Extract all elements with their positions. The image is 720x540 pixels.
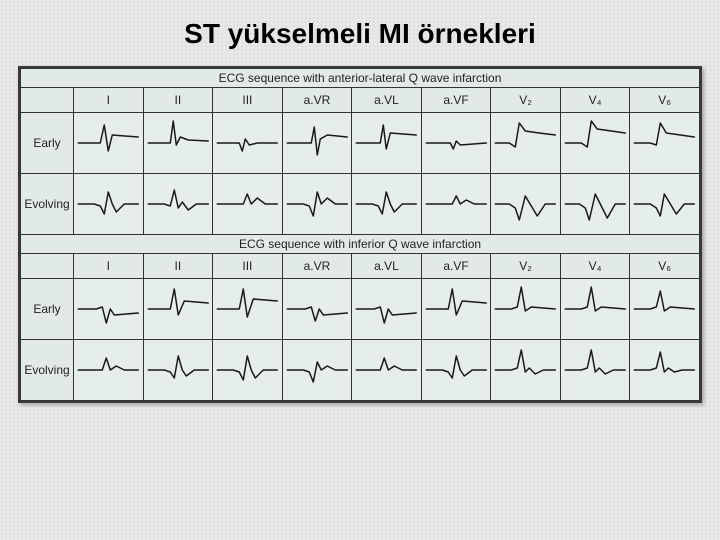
wave-cell [352,174,422,235]
lead-hdr: II [143,88,213,113]
section-title-0: ECG sequence with anterior-lateral Q wav… [21,69,700,88]
lead-header-row-0: I II III a.VR a.VL a.VF V₂ V₄ V₆ [21,88,700,113]
wave-cell [560,279,630,340]
wave-cell [352,113,422,174]
lead-hdr: V₄ [560,88,630,113]
lead-header-row-1: I II III a.VR a.VL a.VF V₂ V₄ V₆ [21,254,700,279]
row-label-early: Early [21,113,74,174]
wave-cell [74,113,144,174]
wave-cell [630,340,700,401]
wave-cell [560,340,630,401]
wave-cell [560,113,630,174]
lead-hdr: V₆ [630,88,700,113]
lead-hdr: a.VL [352,254,422,279]
wave-cell [421,340,491,401]
wave-cell [143,174,213,235]
row-label-evolving: Evolving [21,174,74,235]
wave-row: Early [21,113,700,174]
wave-cell [74,340,144,401]
section-title-1: ECG sequence with inferior Q wave infarc… [21,235,700,254]
lead-hdr: a.VL [352,88,422,113]
wave-cell [560,174,630,235]
wave-cell [491,340,561,401]
lead-hdr: III [213,88,283,113]
lead-hdr: II [143,254,213,279]
row-label-early: Early [21,279,74,340]
wave-cell [352,279,422,340]
wave-cell [352,340,422,401]
wave-cell [630,279,700,340]
lead-hdr: V₄ [560,254,630,279]
wave-row: Evolving [21,340,700,401]
wave-cell [213,113,283,174]
wave-cell [143,113,213,174]
wave-cell [74,174,144,235]
wave-row: Early [21,279,700,340]
wave-cell [421,174,491,235]
wave-cell [282,279,352,340]
wave-cell [491,113,561,174]
wave-cell [491,279,561,340]
blank-hdr [21,88,74,113]
lead-hdr: a.VR [282,88,352,113]
blank-hdr [21,254,74,279]
lead-hdr: III [213,254,283,279]
lead-hdr: V₆ [630,254,700,279]
wave-cell [630,113,700,174]
lead-hdr: a.VF [421,88,491,113]
wave-row: Evolving [21,174,700,235]
row-label-evolving: Evolving [21,340,74,401]
wave-cell [421,279,491,340]
lead-hdr: V₂ [491,88,561,113]
wave-cell [213,174,283,235]
page-title: ST yükselmeli MI örnekleri [0,0,720,56]
wave-cell [282,113,352,174]
ecg-sheet: ECG sequence with anterior-lateral Q wav… [18,66,702,403]
ecg-table: ECG sequence with anterior-lateral Q wav… [20,68,700,401]
wave-cell [282,174,352,235]
lead-hdr: V₂ [491,254,561,279]
lead-hdr: I [74,254,144,279]
wave-cell [143,279,213,340]
lead-hdr: I [74,88,144,113]
wave-cell [213,279,283,340]
wave-cell [143,340,213,401]
wave-cell [74,279,144,340]
wave-cell [630,174,700,235]
lead-hdr: a.VF [421,254,491,279]
wave-cell [213,340,283,401]
wave-cell [421,113,491,174]
lead-hdr: a.VR [282,254,352,279]
wave-cell [282,340,352,401]
wave-cell [491,174,561,235]
